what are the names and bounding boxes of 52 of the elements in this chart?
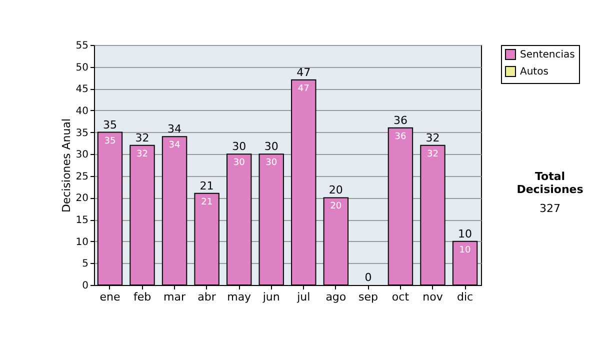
x-tick-label: feb [133,290,152,304]
y-axis-title: Decisiones Anual [60,118,73,213]
legend-label: Autos [520,66,548,78]
x-tick-label: dic [456,290,474,304]
data-label: 32 [136,149,148,160]
data-label: 34 [168,140,181,151]
data-label: 32 [427,149,438,160]
y-tick-label: 20 [76,193,88,204]
text: 327 [538,202,562,215]
x-tick-label: ene [100,290,120,304]
data-label: 35 [104,136,116,146]
total-label: 34 [168,122,182,136]
total-label: 32 [135,131,150,144]
y-tick-label: 55 [76,40,88,52]
y-tick-label: 0 [82,280,88,292]
y-tick-label: 50 [76,62,88,74]
x-tick-label: may [227,290,252,304]
total-label: 21 [200,179,214,192]
total-label: 30 [264,140,278,154]
y-tick-label: 45 [76,84,88,96]
data-label: 21 [201,197,213,208]
y-tick-label: 25 [76,171,88,182]
y-tick-label: 15 [76,215,88,226]
x-tick-label: nov [422,290,444,304]
y-tick-label: 40 [76,106,88,117]
total-label: 36 [393,114,408,127]
total-label: 10 [458,227,472,240]
data-label: 30 [266,158,278,168]
total-label: 47 [296,66,311,79]
total-label: 30 [232,140,246,154]
total-label: 35 [102,118,117,132]
x-tick-label: jul [296,290,310,304]
y-tick-label: 5 [82,258,88,270]
data-label: 47 [298,84,310,94]
total-label: 32 [426,131,440,144]
text: Total Decisiones [516,170,584,196]
y-tick-label: 10 [76,236,88,248]
x-tick-label: jun [262,290,280,304]
x-tick-label: abr [198,290,216,304]
data-label: 30 [233,158,246,168]
legend-label: Sentencias [520,50,575,60]
x-tick-label: oct [392,290,410,304]
x-tick-label: ago [326,290,346,304]
x-tick-label: sep [358,290,378,304]
data-label: 36 [394,132,406,142]
total-label: 20 [328,184,343,197]
y-tick-label: 35 [76,128,88,139]
data-label: 20 [330,202,342,212]
x-tick-label: mar [164,290,186,304]
y-tick-label: 30 [76,150,88,161]
total-label: 0 [364,271,372,284]
data-label: 10 [459,245,472,256]
